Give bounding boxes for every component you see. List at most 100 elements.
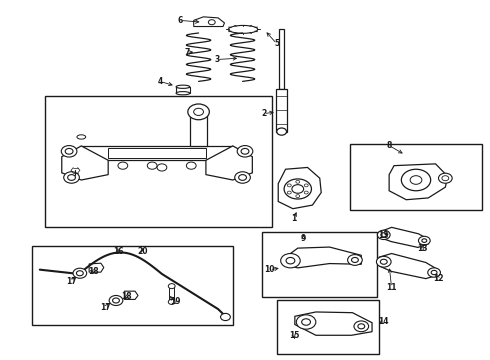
Circle shape (118, 162, 128, 169)
Text: 8: 8 (387, 141, 392, 150)
Text: 12: 12 (433, 274, 443, 283)
Text: 15: 15 (289, 332, 299, 341)
Circle shape (410, 176, 422, 184)
Circle shape (61, 145, 77, 157)
PathPatch shape (194, 17, 224, 27)
Text: 1: 1 (291, 213, 296, 222)
Text: 16: 16 (113, 247, 123, 256)
Bar (279, 30, 284, 89)
Text: 13: 13 (417, 244, 428, 253)
Circle shape (377, 230, 390, 239)
Text: 5: 5 (274, 39, 279, 48)
Circle shape (168, 300, 175, 305)
Text: 2: 2 (261, 109, 266, 118)
Text: 17: 17 (66, 277, 77, 286)
Circle shape (64, 172, 79, 183)
Circle shape (304, 184, 308, 187)
Bar (190, 110, 207, 146)
Circle shape (351, 257, 358, 262)
Circle shape (304, 191, 308, 194)
Text: 11: 11 (386, 283, 397, 292)
Bar (108, 148, 206, 158)
Text: 3: 3 (215, 55, 220, 64)
Text: 4: 4 (157, 77, 163, 86)
Circle shape (284, 179, 312, 199)
PathPatch shape (62, 146, 108, 180)
Circle shape (354, 321, 368, 332)
Text: 20: 20 (137, 247, 147, 256)
Circle shape (428, 268, 441, 277)
Circle shape (439, 173, 452, 183)
Circle shape (241, 148, 249, 154)
PathPatch shape (379, 253, 438, 279)
PathPatch shape (283, 247, 361, 268)
Bar (350, 144, 482, 211)
Circle shape (237, 145, 253, 157)
Ellipse shape (176, 85, 190, 88)
Circle shape (68, 175, 75, 180)
Circle shape (401, 169, 431, 191)
PathPatch shape (124, 291, 138, 300)
Circle shape (287, 191, 291, 194)
Circle shape (358, 324, 365, 329)
PathPatch shape (278, 167, 321, 209)
Ellipse shape (228, 26, 258, 33)
Circle shape (168, 284, 175, 289)
Text: 18: 18 (122, 292, 132, 301)
Circle shape (109, 296, 123, 306)
Bar (32, 246, 233, 325)
PathPatch shape (379, 227, 428, 247)
Bar (276, 89, 287, 132)
Circle shape (235, 172, 250, 183)
Circle shape (296, 315, 316, 329)
Circle shape (194, 108, 203, 116)
Text: 17: 17 (100, 303, 111, 312)
Text: 14: 14 (378, 317, 389, 326)
Circle shape (239, 175, 246, 180)
Circle shape (347, 255, 362, 265)
Circle shape (376, 256, 391, 267)
Circle shape (431, 270, 437, 275)
Bar (169, 286, 174, 302)
Circle shape (113, 298, 120, 303)
Bar (81, 146, 233, 160)
Text: 19: 19 (171, 297, 181, 306)
Bar (277, 300, 379, 354)
Text: 7: 7 (184, 48, 190, 57)
Text: 9: 9 (301, 234, 306, 243)
Ellipse shape (77, 135, 86, 139)
Circle shape (302, 319, 311, 325)
Ellipse shape (176, 91, 190, 95)
Circle shape (147, 162, 157, 169)
Circle shape (418, 236, 430, 245)
Circle shape (188, 104, 209, 120)
Circle shape (186, 162, 196, 169)
Circle shape (380, 259, 387, 264)
Circle shape (208, 20, 215, 25)
Circle shape (296, 180, 300, 183)
Bar (262, 232, 377, 297)
Circle shape (220, 314, 230, 320)
Circle shape (65, 148, 73, 154)
Circle shape (76, 271, 83, 276)
Bar (176, 87, 190, 93)
Circle shape (281, 253, 300, 268)
Text: 6: 6 (177, 16, 183, 25)
Circle shape (381, 233, 387, 237)
Text: 18: 18 (88, 267, 99, 276)
Bar (45, 96, 272, 226)
PathPatch shape (89, 263, 104, 272)
PathPatch shape (389, 164, 448, 200)
Text: 10: 10 (264, 265, 275, 274)
Circle shape (292, 185, 304, 193)
Circle shape (277, 128, 287, 135)
Text: 13: 13 (378, 231, 389, 240)
Circle shape (157, 164, 167, 171)
Circle shape (73, 268, 87, 278)
PathPatch shape (295, 312, 372, 335)
Circle shape (442, 176, 449, 181)
Circle shape (296, 195, 300, 198)
Circle shape (422, 239, 427, 242)
PathPatch shape (206, 146, 252, 180)
Circle shape (286, 257, 295, 264)
